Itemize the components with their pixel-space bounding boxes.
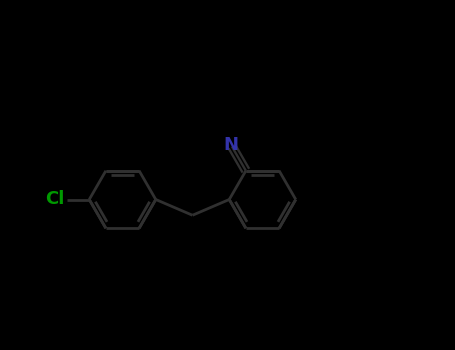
Text: Cl: Cl [46, 190, 65, 209]
Text: N: N [223, 136, 238, 154]
